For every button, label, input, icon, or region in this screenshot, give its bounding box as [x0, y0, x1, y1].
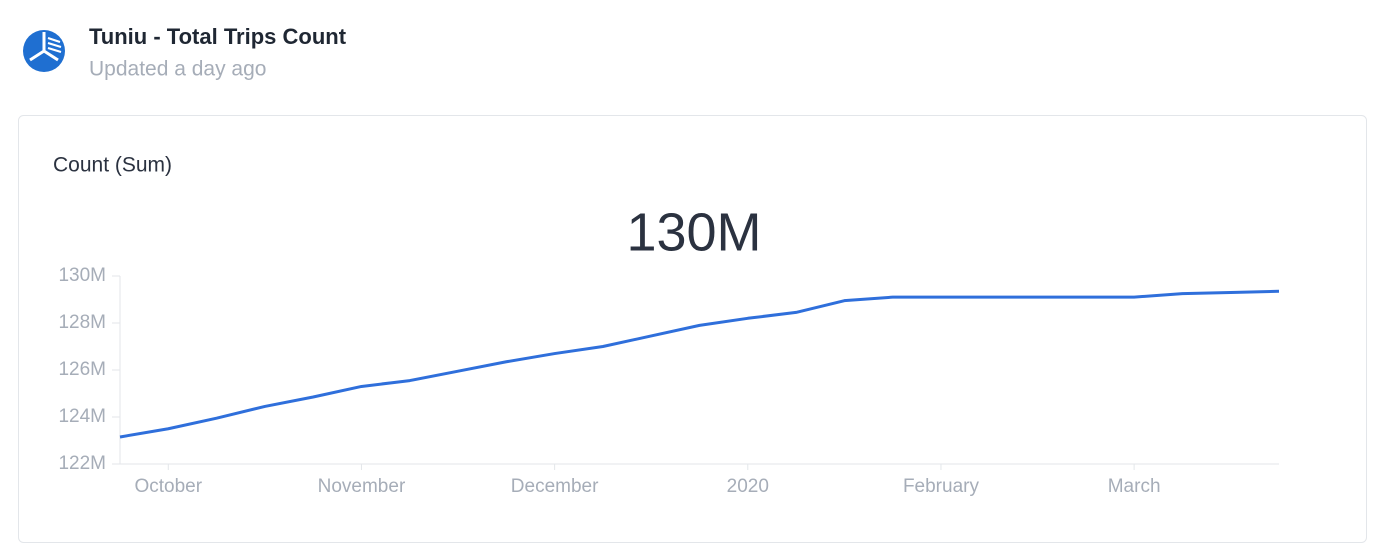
x-tick-label: 2020 — [727, 476, 769, 497]
x-tick-label: November — [318, 476, 406, 497]
logo — [23, 30, 65, 72]
headline-number: 130M — [626, 202, 761, 262]
line — [119, 289, 1280, 439]
x-tick-label: March — [1108, 476, 1161, 497]
page-subtitle: Updated a day ago — [89, 58, 266, 81]
y-tick-label: 124M — [58, 406, 106, 427]
card — [18, 115, 1367, 543]
card-title: Count (Sum) — [53, 154, 172, 177]
x-tick-label: February — [903, 476, 980, 497]
y-tick-label: 126M — [58, 359, 106, 380]
plot: 122M 124M 126M 128M 130M October November Decem… — [58, 265, 1280, 497]
y-tick-label: 122M — [58, 453, 106, 474]
x-tick-label: December — [511, 476, 599, 497]
page-title: Tuniu - Total Trips Count — [89, 24, 347, 49]
y-tick-label: 130M — [58, 265, 106, 286]
x-tick-label: October — [134, 476, 202, 497]
y-tick-label: 128M — [58, 312, 106, 333]
